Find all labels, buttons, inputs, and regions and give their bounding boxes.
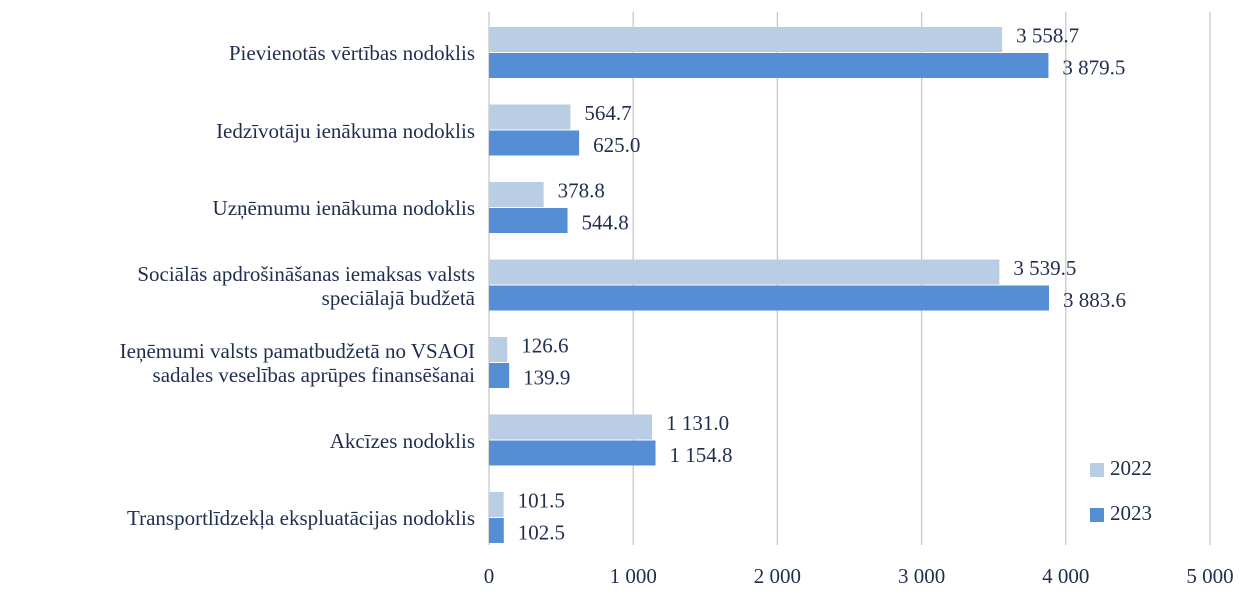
data-label: 1 131.0 — [666, 411, 729, 435]
bar — [489, 492, 504, 517]
x-tick-label: 5 000 — [1186, 564, 1233, 588]
bar — [489, 104, 571, 130]
data-label: 3 879.5 — [1062, 55, 1125, 79]
legend-label: 2022 — [1110, 456, 1152, 480]
bar — [489, 337, 508, 362]
data-label: 139.9 — [523, 365, 570, 389]
data-label: 126.6 — [521, 333, 568, 357]
bar — [489, 259, 1000, 285]
bar — [489, 182, 544, 207]
legend-swatch — [1090, 463, 1104, 477]
x-tick-label: 2 000 — [754, 564, 801, 588]
x-tick-label: 3 000 — [898, 564, 945, 588]
x-tick-label: 0 — [484, 564, 495, 588]
bar — [489, 27, 1003, 52]
y-tick-label: Pievienotās vērtības nodoklis — [228, 41, 475, 65]
x-tick-label: 1 000 — [610, 564, 657, 588]
legend-swatch — [1090, 508, 1104, 522]
bar — [489, 130, 580, 156]
x-tick-label: 4 000 — [1042, 564, 1089, 588]
legend-label: 2023 — [1110, 501, 1152, 525]
data-label: 3 539.5 — [1013, 256, 1076, 280]
bar — [489, 285, 1050, 311]
data-label: 3 883.6 — [1063, 288, 1126, 312]
y-tick-label: Sociālās apdrošināšanas iemaksas valsts … — [137, 261, 475, 310]
y-tick-label: Akcīzes nodoklis — [329, 428, 475, 453]
y-tick-label: Transportlīdzekļa ekspluatācijas nodokli… — [127, 506, 475, 530]
data-label: 1 154.8 — [670, 443, 733, 467]
data-label: 544.8 — [582, 210, 629, 234]
y-tick-label: Uzņēmumu ienākuma nodoklis — [212, 196, 475, 220]
bar — [489, 440, 656, 466]
bar — [489, 518, 504, 543]
bar — [489, 363, 510, 388]
bar — [489, 53, 1049, 78]
data-label: 102.5 — [518, 520, 565, 544]
data-label: 3 558.7 — [1016, 23, 1079, 47]
bar — [489, 414, 653, 440]
data-label: 101.5 — [518, 488, 565, 512]
y-tick-label: Ieņēmumi valsts pamatbudžetā no VSAOI sa… — [119, 339, 475, 387]
data-label: 564.7 — [584, 101, 631, 125]
bar — [489, 208, 568, 233]
data-label: 378.8 — [558, 178, 605, 202]
y-tick-label: Iedzīvotāju ienākuma nodoklis — [216, 118, 475, 143]
data-label: 625.0 — [593, 133, 640, 157]
